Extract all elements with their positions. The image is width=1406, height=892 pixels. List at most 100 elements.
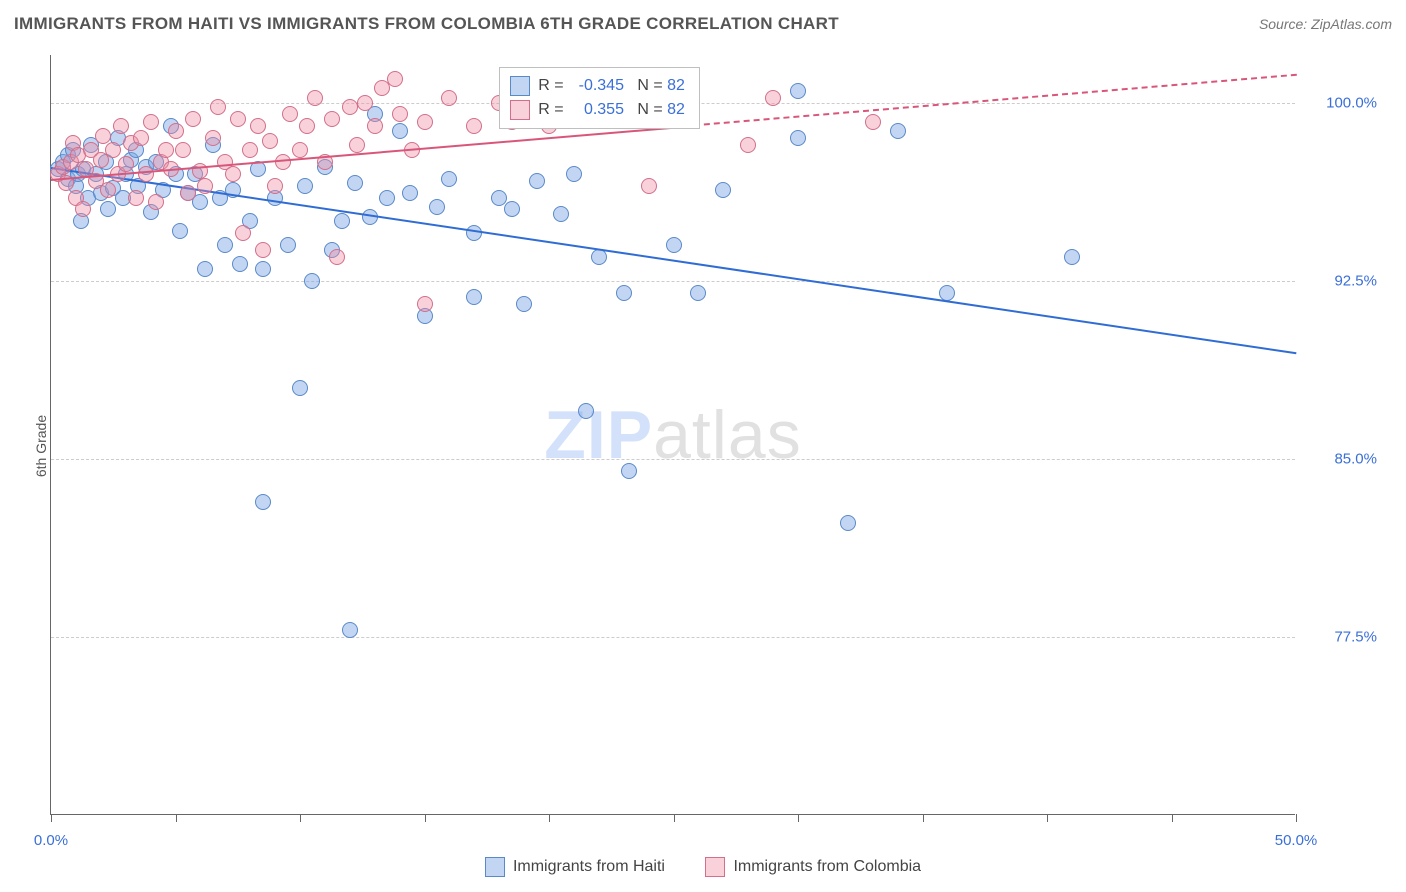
data-point xyxy=(225,166,241,182)
data-point xyxy=(1064,249,1080,265)
data-point xyxy=(75,201,91,217)
watermark-a: ZIP xyxy=(544,397,653,473)
data-point xyxy=(466,225,482,241)
data-point xyxy=(292,380,308,396)
data-point xyxy=(529,173,545,189)
data-point xyxy=(197,178,213,194)
data-point xyxy=(230,111,246,127)
x-tick xyxy=(923,814,924,822)
data-point xyxy=(297,178,313,194)
x-tick xyxy=(674,814,675,822)
x-tick-label: 50.0% xyxy=(1275,832,1318,849)
data-point xyxy=(217,237,233,253)
data-point xyxy=(255,242,271,258)
data-point xyxy=(329,249,345,265)
source-prefix: Source: xyxy=(1259,16,1311,32)
x-tick xyxy=(798,814,799,822)
data-point xyxy=(890,123,906,139)
data-point xyxy=(939,285,955,301)
x-tick-label: 0.0% xyxy=(34,832,68,849)
data-point xyxy=(143,114,159,130)
data-point xyxy=(255,494,271,510)
y-tick-label: 100.0% xyxy=(1307,94,1377,111)
data-point xyxy=(172,223,188,239)
data-point xyxy=(180,185,196,201)
source-label: Source: ZipAtlas.com xyxy=(1259,16,1392,32)
plot-area: ZIPatlas 77.5%85.0%92.5%100.0%0.0%50.0%R… xyxy=(50,55,1295,815)
correlation-box: R = -0.345 N = 82R = 0.355 N = 82 xyxy=(499,67,700,129)
data-point xyxy=(267,178,283,194)
correlation-swatch xyxy=(510,76,530,96)
data-point xyxy=(466,289,482,305)
data-point xyxy=(516,296,532,312)
data-point xyxy=(299,118,315,134)
y-axis-label: 6th Grade xyxy=(33,415,49,477)
data-point xyxy=(765,90,781,106)
data-point xyxy=(417,114,433,130)
data-point xyxy=(113,118,129,134)
x-tick xyxy=(1047,814,1048,822)
data-point xyxy=(666,237,682,253)
y-tick-label: 77.5% xyxy=(1307,628,1377,645)
x-tick xyxy=(300,814,301,822)
legend-label-haiti: Immigrants from Haiti xyxy=(513,858,665,876)
data-point xyxy=(342,99,358,115)
data-point xyxy=(168,123,184,139)
legend-label-colombia: Immigrants from Colombia xyxy=(733,858,921,876)
correlation-row: R = -0.345 N = 82 xyxy=(510,74,685,98)
data-point xyxy=(347,175,363,191)
legend-swatch-colombia xyxy=(705,857,725,877)
data-point xyxy=(392,123,408,139)
data-point xyxy=(250,118,266,134)
data-point xyxy=(205,130,221,146)
correlation-row: R = 0.355 N = 82 xyxy=(510,98,685,122)
data-point xyxy=(118,156,134,172)
x-tick xyxy=(1296,814,1297,822)
data-point xyxy=(740,137,756,153)
source-name: ZipAtlas.com xyxy=(1311,16,1392,32)
data-point xyxy=(616,285,632,301)
chart-title: IMMIGRANTS FROM HAITI VS IMMIGRANTS FROM… xyxy=(14,14,839,33)
data-point xyxy=(185,111,201,127)
data-point xyxy=(504,201,520,217)
data-point xyxy=(865,114,881,130)
y-tick-label: 92.5% xyxy=(1307,272,1377,289)
data-point xyxy=(578,403,594,419)
data-point xyxy=(840,515,856,531)
data-point xyxy=(387,71,403,87)
data-point xyxy=(232,256,248,272)
data-point xyxy=(621,463,637,479)
data-point xyxy=(367,118,383,134)
data-point xyxy=(292,142,308,158)
data-point xyxy=(105,142,121,158)
data-point xyxy=(334,213,350,229)
data-point xyxy=(262,133,278,149)
correlation-text: R = -0.345 N = 82 xyxy=(538,74,685,98)
data-point xyxy=(100,201,116,217)
data-point xyxy=(429,199,445,215)
data-point xyxy=(242,142,258,158)
data-point xyxy=(349,137,365,153)
data-point xyxy=(235,225,251,241)
x-tick xyxy=(549,814,550,822)
data-point xyxy=(441,171,457,187)
legend-item-haiti: Immigrants from Haiti xyxy=(485,857,665,877)
data-point xyxy=(357,95,373,111)
data-point xyxy=(138,166,154,182)
data-point xyxy=(210,99,226,115)
x-tick xyxy=(425,814,426,822)
data-point xyxy=(100,182,116,198)
watermark-b: atlas xyxy=(653,397,802,473)
legend-swatch-haiti xyxy=(485,857,505,877)
data-point xyxy=(790,130,806,146)
data-point xyxy=(148,194,164,210)
data-point xyxy=(133,130,149,146)
y-tick-label: 85.0% xyxy=(1307,450,1377,467)
bottom-legend: Immigrants from Haiti Immigrants from Co… xyxy=(0,857,1406,882)
data-point xyxy=(379,190,395,206)
x-tick xyxy=(176,814,177,822)
gridline xyxy=(51,637,1295,638)
x-tick xyxy=(51,814,52,822)
data-point xyxy=(255,261,271,277)
correlation-swatch xyxy=(510,100,530,120)
